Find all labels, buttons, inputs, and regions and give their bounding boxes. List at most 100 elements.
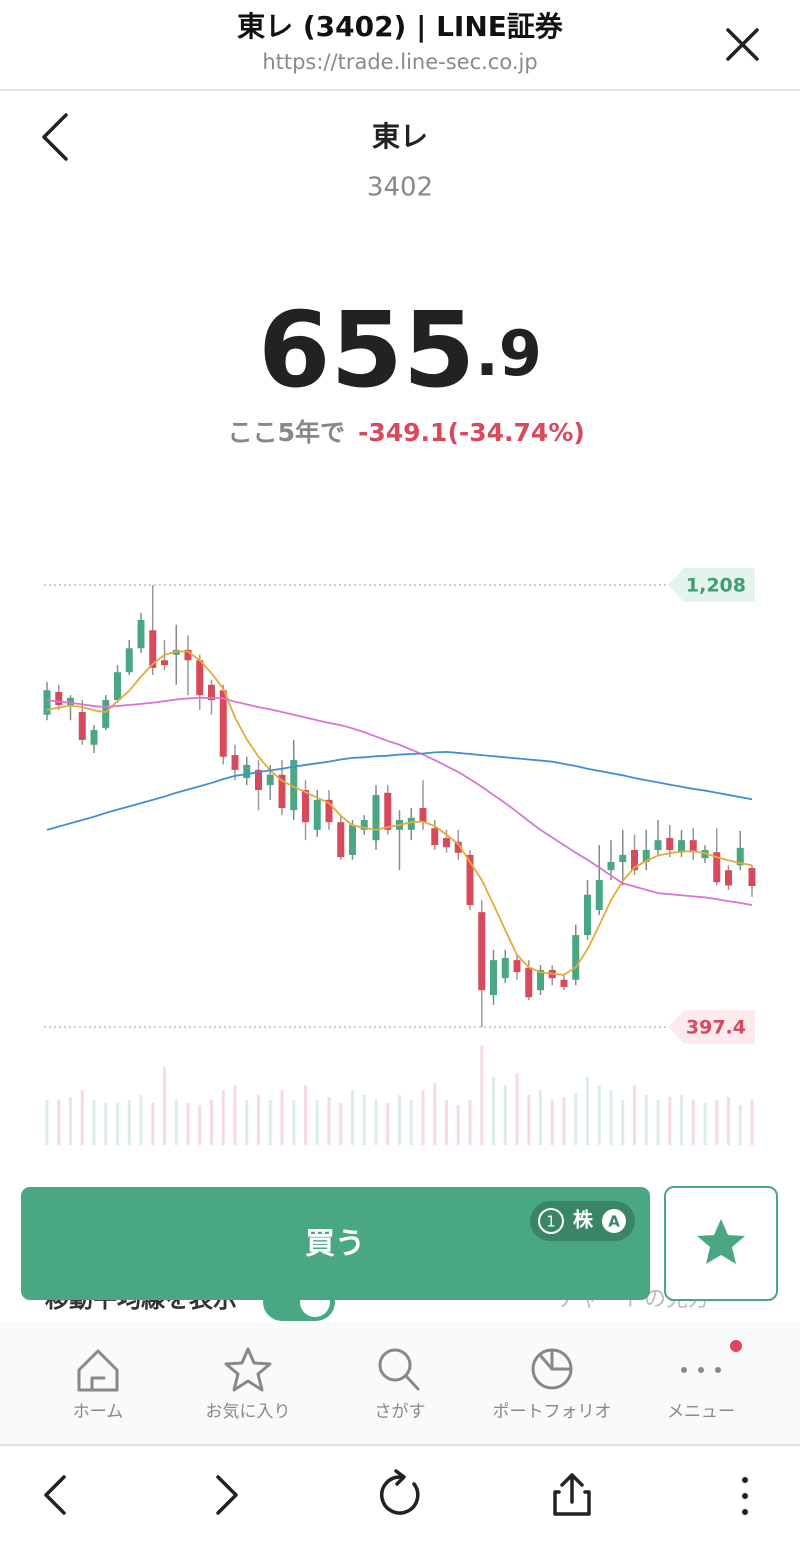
nav-label[interactable]: ポートフォリオ	[493, 1402, 612, 1422]
buy-label: 買う	[305, 1227, 365, 1262]
candle-body	[654, 840, 662, 851]
badge-letter: A	[608, 1213, 620, 1231]
range-tag	[668, 1010, 755, 1045]
volume-bar	[210, 1100, 213, 1145]
candle-body	[678, 840, 685, 853]
volume-bar	[198, 1105, 202, 1145]
icon-search	[378, 1348, 412, 1382]
icon-menu-dot	[715, 1367, 721, 1373]
candle-body	[90, 730, 98, 745]
browser-title: 東レ (3402) | LINE証券	[237, 10, 564, 43]
browser-more-dot[interactable]	[742, 1477, 748, 1483]
candle-body	[595, 880, 603, 910]
candle-body	[266, 774, 274, 786]
moving-average	[46, 650, 753, 976]
candle-body	[631, 850, 638, 871]
volume-bar	[550, 1100, 554, 1145]
volume-bar	[57, 1100, 61, 1145]
volume-bar	[80, 1090, 84, 1145]
volume-bar	[668, 1097, 672, 1145]
icon-home	[77, 1349, 119, 1392]
change-label: ここ5年で	[228, 418, 345, 447]
browser-more-dot[interactable]	[742, 1509, 748, 1515]
candle-body	[243, 764, 251, 779]
browser-more-dot[interactable]	[742, 1493, 748, 1499]
candle-body	[725, 870, 732, 886]
volume-bar	[163, 1067, 166, 1145]
buy-button[interactable]	[21, 1187, 650, 1300]
candle-body	[501, 957, 509, 979]
volume-bar	[245, 1100, 249, 1145]
nav-labels: ホーム お気に入り さがす ポートフォリオ メニュー	[73, 1402, 735, 1422]
volume-bar	[351, 1090, 354, 1145]
volume-bar	[715, 1100, 719, 1145]
volume-bar	[304, 1085, 307, 1145]
chart: 1,208 397.4	[43, 567, 756, 1145]
volume-bar	[691, 1100, 695, 1145]
volume-bar	[586, 1077, 589, 1145]
candle-body	[55, 691, 63, 705]
price: 655.9	[258, 289, 542, 411]
volume-bar	[750, 1100, 754, 1145]
candle-body	[43, 690, 51, 715]
volume-bar	[386, 1103, 390, 1145]
close-button[interactable]	[726, 28, 759, 61]
volume-bar	[233, 1085, 237, 1145]
volume-bar	[456, 1105, 460, 1145]
browser-forward[interactable]	[216, 1475, 238, 1515]
browser-share[interactable]	[553, 1473, 591, 1516]
range-label: 397.4	[686, 1017, 746, 1039]
candle-body	[619, 854, 627, 863]
candle-body	[419, 808, 427, 823]
volume-bar	[398, 1095, 401, 1145]
candle-body	[713, 852, 721, 883]
icon-menu-dot	[698, 1367, 704, 1373]
volume-bar	[656, 1100, 660, 1145]
range-label: 1,208	[686, 574, 746, 596]
price-decimal: .9	[475, 317, 542, 390]
candle-body	[490, 960, 497, 996]
volume-bar	[292, 1100, 296, 1145]
volume-bar	[69, 1097, 72, 1145]
browser-reload[interactable]	[380, 1469, 420, 1515]
candle-body	[607, 862, 615, 871]
volume-bar	[433, 1083, 437, 1145]
nav-label[interactable]: お気に入り	[206, 1402, 291, 1422]
icon-menu-dot	[681, 1367, 687, 1373]
nav-label[interactable]: メニュー	[667, 1402, 735, 1422]
volume-bar	[597, 1085, 601, 1145]
candle-body	[525, 967, 533, 998]
nav-label[interactable]: ホーム	[73, 1402, 124, 1422]
volume-bar	[327, 1097, 331, 1145]
candle-body	[102, 700, 110, 728]
back-button[interactable]	[42, 113, 68, 161]
candle-body	[443, 838, 450, 848]
price-integer: 655	[258, 289, 475, 411]
candle-body	[325, 799, 333, 823]
browser-back[interactable]	[44, 1475, 66, 1515]
volume-bar	[621, 1100, 625, 1145]
moving-average	[46, 750, 753, 831]
volume-bar	[738, 1105, 742, 1145]
volume-bar	[727, 1097, 730, 1145]
candle-body	[161, 660, 168, 666]
volume-bar	[562, 1097, 566, 1145]
candle-body	[584, 894, 591, 936]
candle-body	[454, 841, 462, 853]
volume-bar	[45, 1100, 49, 1145]
volume-bar	[339, 1103, 343, 1145]
candle-body	[208, 684, 215, 701]
candle-body	[478, 912, 486, 991]
candle-body	[219, 690, 227, 757]
volume-bar	[680, 1095, 683, 1145]
nav-label[interactable]: さがす	[375, 1402, 426, 1422]
quantity-unit: 株	[573, 1208, 594, 1232]
stock-code: 3402	[367, 173, 433, 203]
nav-bar	[0, 1322, 800, 1445]
notification-dot	[730, 1340, 742, 1352]
volume-bar	[257, 1095, 260, 1145]
volume-bar	[609, 1090, 613, 1145]
volume-bar	[703, 1103, 707, 1145]
candle-body	[137, 619, 145, 649]
